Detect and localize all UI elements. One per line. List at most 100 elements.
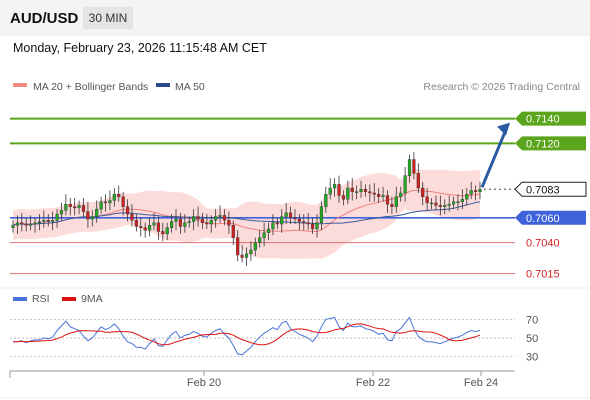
candle-body — [377, 194, 381, 197]
chart-header: AUD/USD 30 MIN — [0, 0, 590, 36]
candle-body — [346, 187, 350, 200]
candle-body — [443, 205, 447, 207]
level-label-0.7120: 0.7120 — [526, 138, 560, 150]
candle-body — [275, 222, 279, 225]
candle-body — [280, 216, 284, 225]
candle-body — [394, 196, 398, 207]
candle-body — [390, 203, 394, 207]
timestamp-label: Monday, February 23, 2026 11:15:48 AM CE… — [13, 41, 267, 55]
symbol-title: AUD/USD — [10, 10, 79, 27]
legend-swatch-ma50 — [156, 83, 170, 87]
candle-body — [161, 231, 165, 235]
candle-body — [187, 221, 191, 223]
level-label-0.7040: 0.7040 — [526, 238, 560, 250]
level-tag-0.7060 — [515, 210, 586, 225]
candle-body — [350, 187, 354, 192]
candle-body — [33, 222, 37, 225]
candle-body — [297, 218, 301, 222]
candle-body — [42, 220, 46, 222]
candle-body — [77, 205, 81, 209]
level-label-0.7140: 0.7140 — [526, 114, 560, 126]
candle-body — [284, 212, 288, 217]
candle-body — [214, 216, 218, 221]
forecast-arrow-head — [497, 122, 510, 136]
candle-body — [156, 222, 160, 232]
candle-body — [421, 187, 425, 197]
candle-body — [368, 191, 372, 194]
candle-body — [244, 253, 249, 258]
candle-body — [288, 212, 293, 218]
candle-body — [385, 195, 390, 205]
candle-body — [24, 223, 28, 226]
candle-body — [469, 190, 473, 195]
legend-swatch-rsi — [13, 297, 27, 301]
candle-body — [86, 211, 90, 220]
candle-body — [451, 201, 456, 205]
candle-body — [403, 175, 407, 194]
candle-body — [81, 205, 86, 212]
candle-body — [328, 187, 332, 195]
candle-body — [363, 189, 368, 192]
candle-body — [165, 227, 169, 235]
candle-body — [253, 242, 257, 251]
candle-body — [315, 222, 319, 230]
legend-swatch-ma20 — [13, 83, 27, 87]
candle-body — [222, 215, 227, 221]
timeframe-button[interactable]: 30 MIN — [83, 7, 133, 29]
candle-body — [438, 205, 442, 207]
candle-body — [271, 222, 275, 230]
candle-body — [231, 225, 235, 238]
candle-body — [416, 172, 420, 189]
level-tag-0.7083 — [514, 181, 587, 197]
candle-body — [152, 222, 156, 226]
candle-body — [130, 213, 134, 221]
candle-body — [407, 159, 412, 176]
candle-body — [478, 189, 482, 192]
legend-label-rsi: RSI — [32, 293, 50, 305]
candle-body — [90, 216, 94, 220]
candle-body — [425, 196, 429, 204]
level-label-0.7083: 0.7083 — [526, 184, 560, 196]
level-label-0.7060: 0.7060 — [526, 213, 560, 225]
candle-body — [236, 237, 240, 256]
rsi-ma-line — [13, 323, 481, 346]
forecast-arrow-line — [480, 129, 508, 188]
candle-body — [192, 216, 196, 222]
candle-body — [240, 254, 244, 258]
candle-body — [319, 206, 323, 223]
candle-body — [174, 218, 178, 222]
candle-body — [29, 223, 33, 226]
candle-body — [64, 203, 68, 211]
candle-body — [59, 210, 64, 215]
candle-body — [95, 208, 99, 217]
candle-body — [302, 221, 306, 223]
legend-label-9ma: 9MA — [81, 293, 103, 305]
candle-body — [125, 206, 130, 215]
candle-body — [249, 249, 253, 254]
candle-body — [209, 220, 213, 225]
rsi-line — [13, 316, 481, 356]
candle-body — [51, 220, 55, 222]
candle-body — [456, 201, 460, 203]
candle-body — [196, 216, 200, 220]
rsi-tick-70: 70 — [526, 314, 538, 326]
candle-body — [170, 221, 174, 228]
candle-body — [337, 184, 341, 196]
candle-body — [227, 220, 231, 226]
candle-body — [205, 222, 209, 225]
candle-body — [258, 237, 262, 243]
candle-body — [200, 218, 205, 223]
candle-body — [147, 225, 152, 231]
legend-swatch-9ma — [62, 297, 76, 301]
candle-body — [99, 201, 103, 210]
candle-body — [465, 194, 469, 200]
candle-body — [15, 222, 20, 226]
candle-body — [324, 194, 328, 207]
candle-body — [134, 220, 138, 227]
candle-body — [447, 203, 451, 206]
candle-body — [46, 220, 50, 222]
candle-body — [473, 190, 478, 192]
candle-body — [333, 184, 337, 189]
candle-body — [399, 192, 403, 197]
